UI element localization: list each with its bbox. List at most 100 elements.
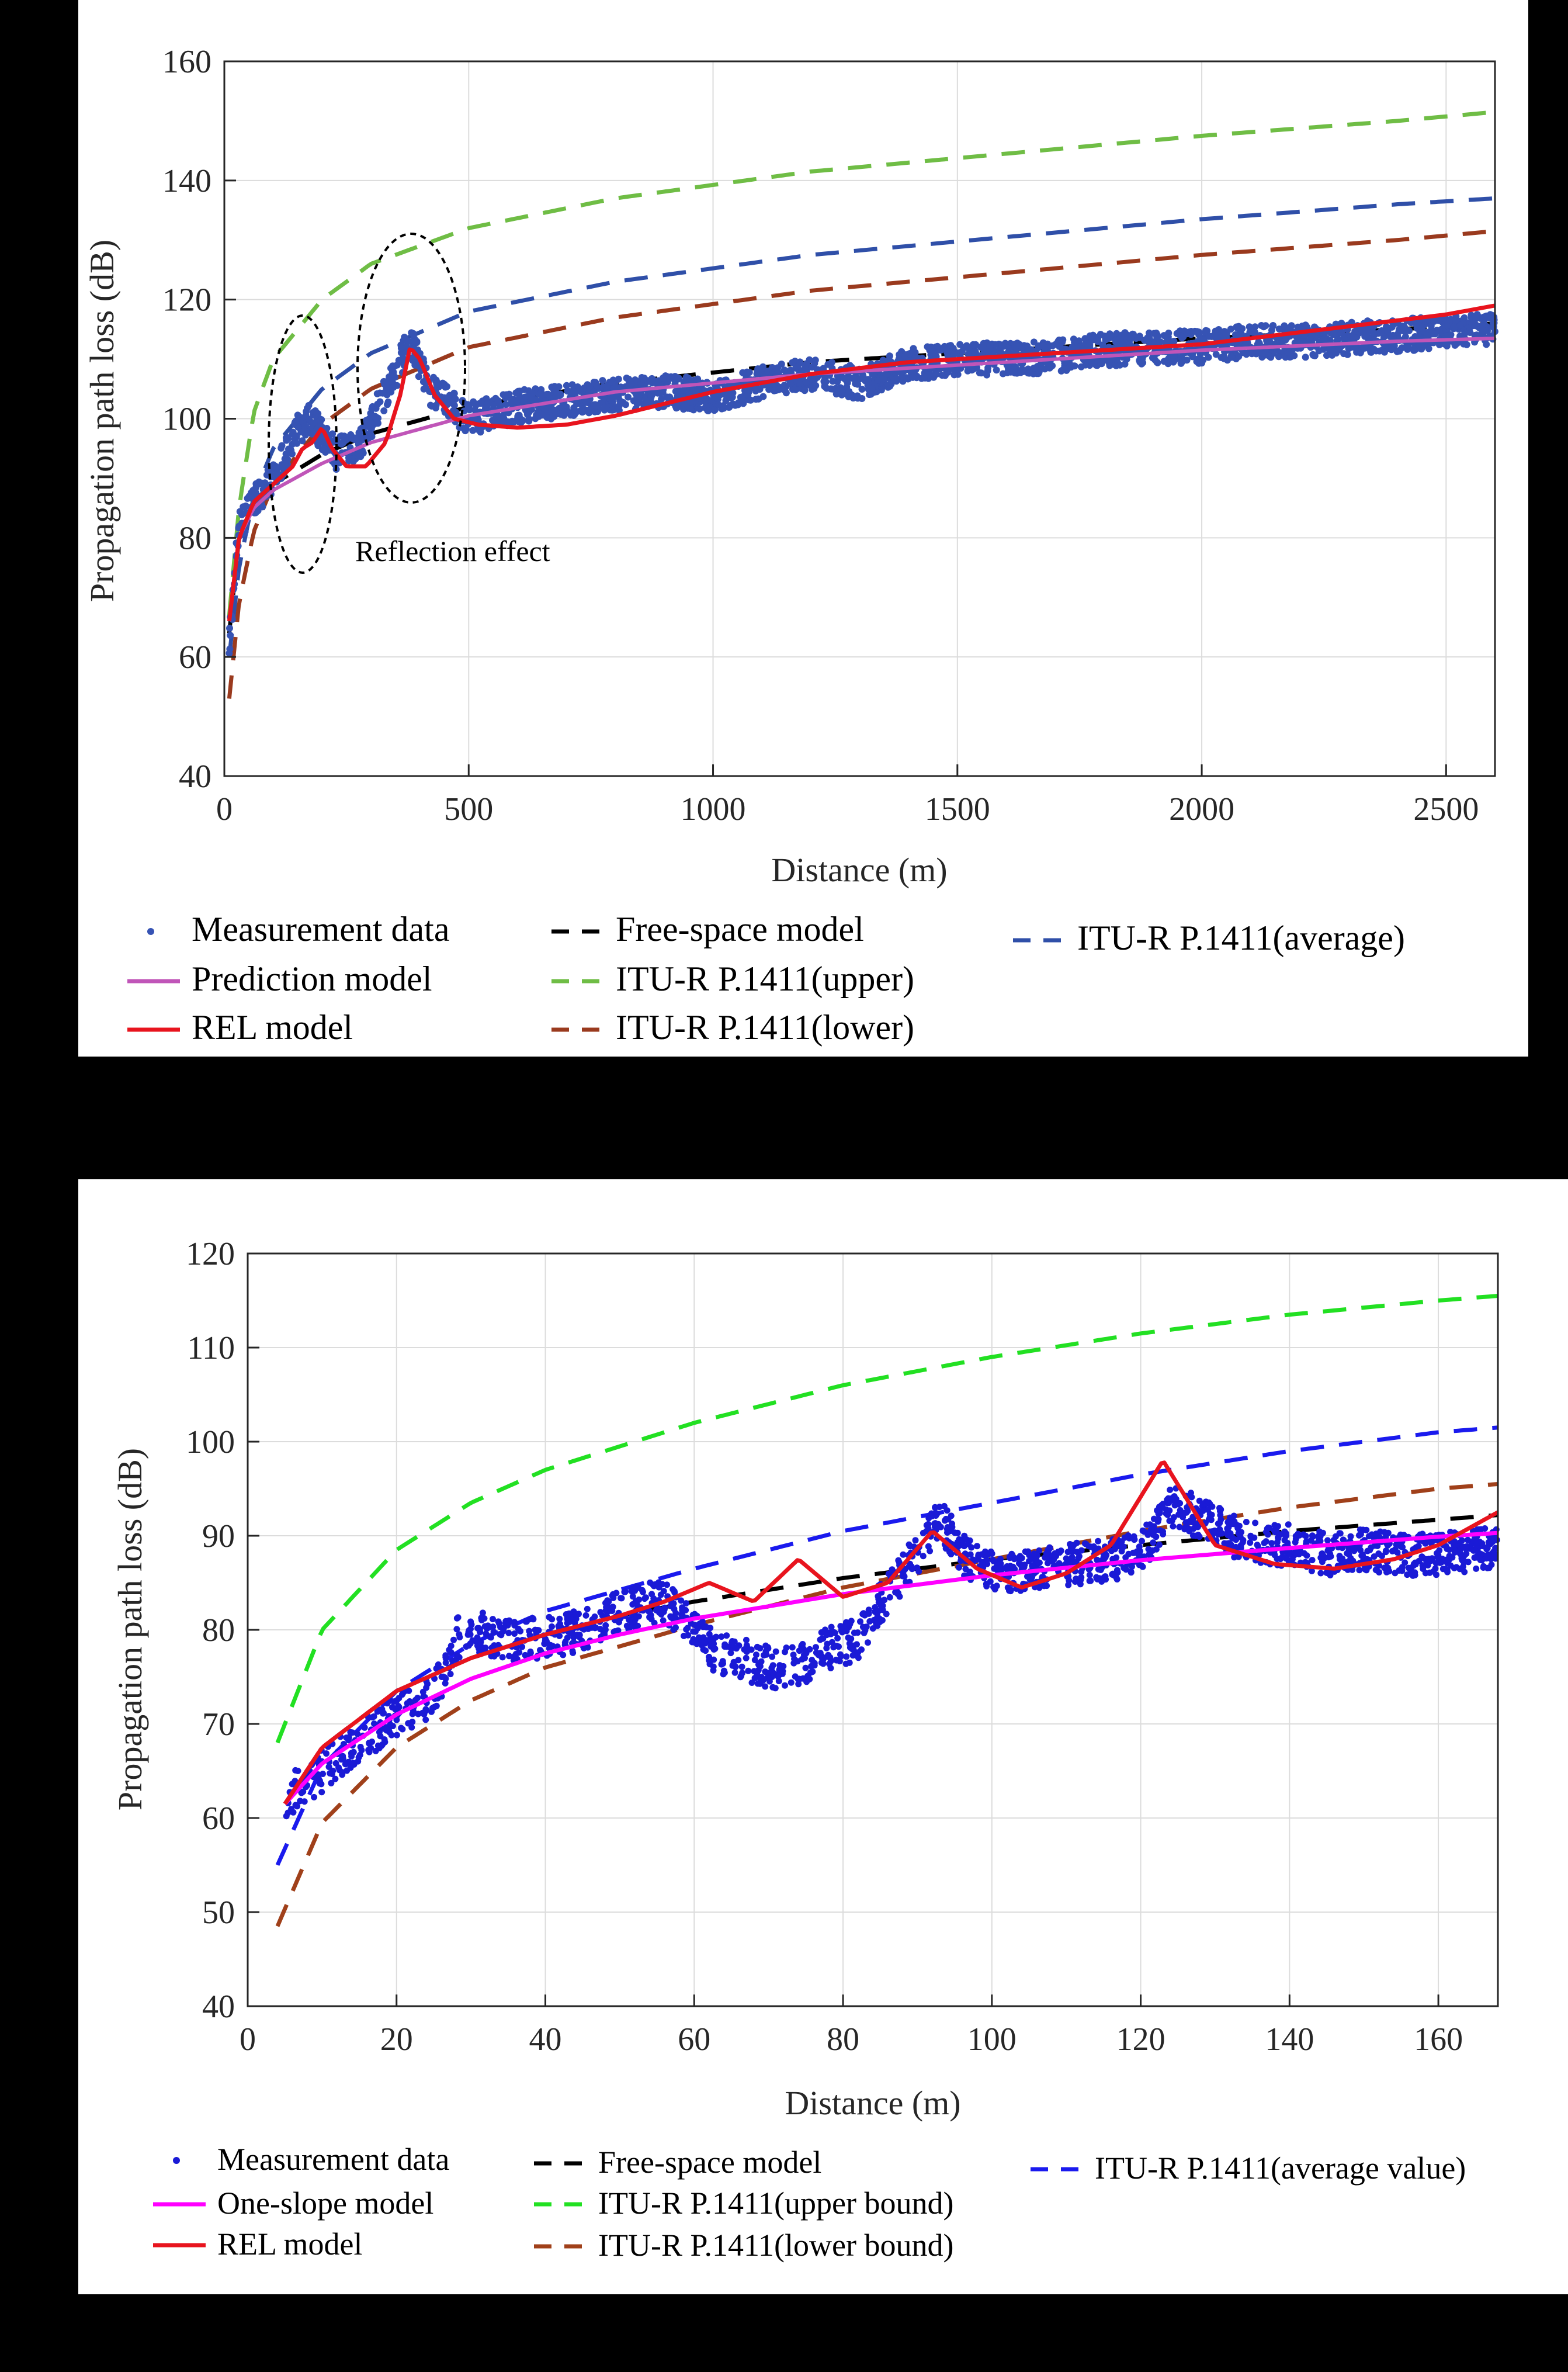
measurement-point	[1069, 1543, 1076, 1550]
measurement-point	[907, 1543, 914, 1550]
measurement-point	[488, 1653, 495, 1660]
measurement-point	[414, 1695, 421, 1701]
measurement-point	[827, 1654, 834, 1661]
measurement-point	[826, 1660, 832, 1667]
measurement-point	[684, 1625, 691, 1632]
measurement-point	[1240, 349, 1247, 356]
measurement-point	[720, 1667, 727, 1674]
measurement-point	[1099, 341, 1106, 349]
measurement-point	[634, 1622, 641, 1629]
measurement-point	[1434, 1550, 1440, 1557]
measurement-point	[1136, 333, 1143, 340]
measurement-point	[1472, 1547, 1479, 1554]
measurement-point	[464, 401, 472, 409]
measurement-point	[505, 1629, 512, 1636]
measurement-point	[1170, 338, 1178, 345]
measurement-point	[758, 1658, 765, 1665]
measurement-point	[487, 1634, 494, 1641]
measurement-point	[1011, 363, 1019, 370]
measurement-point	[366, 1739, 373, 1746]
measurement-point	[1177, 359, 1185, 367]
x-axis-label-a: Distance (m)	[771, 851, 947, 889]
measurement-point	[743, 1654, 750, 1661]
measurement-point	[1413, 321, 1420, 329]
measurement-point	[883, 370, 891, 378]
measurement-point	[991, 341, 999, 348]
measurement-point	[1252, 1519, 1259, 1526]
measurement-point	[961, 1543, 968, 1550]
measurement-point	[790, 1660, 797, 1667]
measurement-point	[402, 345, 410, 352]
measurement-point	[745, 369, 753, 376]
measurement-point	[938, 372, 946, 379]
measurement-point	[801, 365, 809, 372]
measurement-point	[1029, 1555, 1036, 1562]
measurement-point	[398, 1725, 405, 1732]
measurement-point	[1199, 336, 1207, 344]
legend-label: Prediction model	[192, 960, 432, 998]
measurement-point	[467, 1640, 474, 1647]
measurement-point	[490, 401, 497, 409]
measurement-point	[1451, 341, 1459, 349]
measurement-point	[350, 1748, 357, 1755]
measurement-point	[1113, 330, 1121, 337]
measurement-point	[674, 404, 681, 411]
measurement-point	[1195, 1532, 1202, 1539]
measurement-point	[975, 1556, 982, 1563]
measurement-point	[824, 361, 832, 368]
measurement-point	[636, 399, 644, 406]
measurement-point	[1274, 1556, 1281, 1562]
measurement-point	[562, 1638, 569, 1645]
measurement-point	[802, 1664, 809, 1671]
measurement-point	[532, 396, 540, 404]
measurement-point	[1069, 344, 1076, 351]
measurement-point	[1243, 1519, 1250, 1525]
y-tick-label: 70	[202, 1706, 235, 1743]
measurement-point	[1384, 1564, 1391, 1571]
measurement-point	[651, 377, 658, 385]
measurement-point	[514, 413, 522, 420]
measurement-point	[1150, 1539, 1157, 1546]
measurement-point	[1228, 354, 1236, 361]
measurement-point	[1120, 1543, 1127, 1550]
x-tick-label: 0	[240, 2021, 256, 2058]
measurement-point	[1283, 1554, 1290, 1561]
measurement-point	[847, 1636, 854, 1643]
measurement-point	[630, 397, 637, 404]
measurement-point	[585, 409, 593, 417]
measurement-point	[832, 385, 839, 392]
measurement-point	[657, 389, 664, 397]
measurement-point	[696, 405, 703, 413]
measurement-point	[1071, 362, 1078, 370]
measurement-point	[990, 1557, 997, 1564]
measurement-point	[1268, 327, 1275, 334]
measurement-point	[1374, 1542, 1381, 1549]
measurement-point	[1017, 369, 1025, 376]
legend-label: ITU-R P.1411(lower)	[616, 1008, 914, 1047]
measurement-point	[581, 384, 588, 392]
measurement-point	[1221, 1540, 1228, 1547]
measurement-point	[357, 453, 365, 460]
measurement-point	[467, 1631, 474, 1638]
measurement-point	[1219, 1530, 1226, 1537]
measurement-point	[950, 366, 958, 373]
measurement-point	[1336, 1530, 1343, 1537]
measurement-point	[1130, 1536, 1137, 1543]
measurement-point	[956, 1536, 963, 1543]
measurement-point	[1451, 1549, 1458, 1556]
measurement-point	[1473, 1565, 1480, 1572]
measurement-point	[829, 378, 837, 385]
measurement-point	[1160, 332, 1168, 340]
measurement-point	[1443, 1556, 1450, 1563]
x-tick-label: 1500	[925, 791, 990, 827]
measurement-point	[1459, 1543, 1466, 1550]
measurement-point	[602, 1626, 609, 1633]
measurement-point	[1167, 1486, 1174, 1493]
measurement-point	[389, 362, 397, 370]
measurement-point	[354, 1730, 361, 1737]
measurement-point	[980, 341, 988, 349]
measurement-point	[1231, 331, 1239, 338]
measurement-point	[776, 1662, 783, 1669]
measurement-point	[909, 373, 917, 381]
measurement-point	[1063, 1560, 1070, 1567]
